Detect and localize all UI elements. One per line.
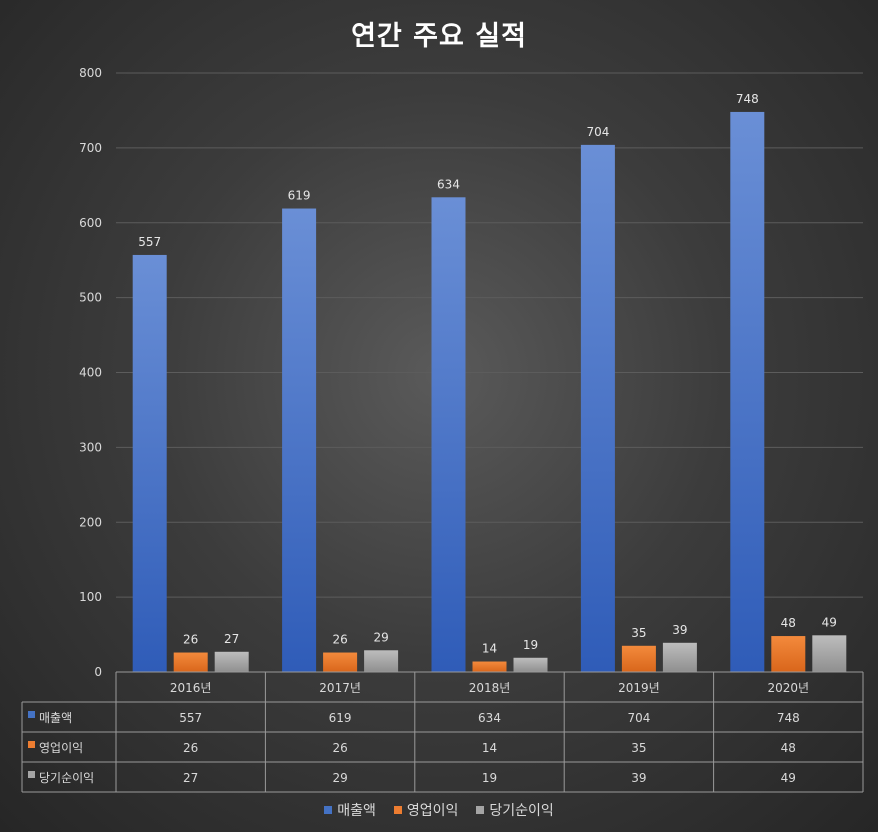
bar bbox=[282, 208, 317, 672]
legend-item: 영업이익 bbox=[393, 800, 459, 820]
table-cell: 27 bbox=[183, 771, 198, 785]
bar bbox=[323, 652, 358, 672]
table-cell: 26 bbox=[183, 741, 198, 755]
table-series-name: 당기순이익 bbox=[39, 771, 94, 785]
table-cell: 35 bbox=[631, 741, 646, 755]
x-tick-label: 2017년 bbox=[319, 681, 361, 695]
data-label: 634 bbox=[437, 177, 460, 191]
data-label: 49 bbox=[822, 615, 837, 629]
data-label: 619 bbox=[288, 189, 311, 203]
legend-swatch bbox=[476, 806, 485, 814]
table-legend-key bbox=[28, 771, 35, 778]
bar bbox=[132, 254, 167, 673]
data-label: 19 bbox=[523, 638, 538, 652]
bar bbox=[730, 111, 765, 672]
data-label: 26 bbox=[332, 633, 347, 647]
table-cell: 48 bbox=[781, 741, 796, 755]
bar bbox=[662, 642, 697, 672]
table-cell: 14 bbox=[482, 741, 497, 755]
x-tick-label: 2020년 bbox=[768, 681, 810, 695]
bar bbox=[173, 652, 208, 672]
table-cell: 557 bbox=[179, 711, 202, 725]
legend-swatch bbox=[393, 806, 402, 814]
legend-swatch bbox=[324, 806, 333, 814]
x-tick-label: 2019년 bbox=[618, 681, 660, 695]
table-cell: 634 bbox=[478, 711, 501, 725]
data-label: 27 bbox=[224, 632, 239, 646]
table-series-name: 매출액 bbox=[39, 711, 72, 725]
legend-item: 당기순이익 bbox=[476, 800, 554, 820]
y-tick-label: 800 bbox=[79, 66, 102, 80]
table-cell: 26 bbox=[332, 741, 347, 755]
y-tick-label: 100 bbox=[79, 590, 102, 604]
bar bbox=[812, 635, 847, 672]
table-cell: 39 bbox=[631, 771, 646, 785]
data-label: 48 bbox=[781, 616, 796, 630]
bar bbox=[580, 144, 615, 672]
table-cell: 19 bbox=[482, 771, 497, 785]
table-cell: 704 bbox=[627, 711, 650, 725]
bar bbox=[364, 650, 399, 672]
legend-label: 당기순이익 bbox=[489, 803, 554, 819]
legend: 매출액 영업이익 당기순이익 bbox=[0, 800, 878, 820]
chart-title: 연간 주요 실적 bbox=[351, 21, 527, 52]
y-tick-label: 600 bbox=[79, 216, 102, 230]
table-legend-key bbox=[28, 741, 35, 748]
data-label: 704 bbox=[586, 125, 609, 139]
table-series-name: 영업이익 bbox=[39, 741, 83, 755]
bar bbox=[214, 651, 249, 672]
y-tick-label: 200 bbox=[79, 515, 102, 529]
data-label: 29 bbox=[373, 630, 388, 644]
data-label: 35 bbox=[631, 626, 646, 640]
legend-label: 매출액 bbox=[337, 803, 376, 819]
bar bbox=[621, 645, 656, 672]
bar bbox=[472, 661, 507, 672]
x-tick-label: 2016년 bbox=[170, 681, 212, 695]
bar bbox=[513, 657, 548, 672]
bar-chart: 0 100 200 300 400 500 600 700 800 557 619 634 704 74… bbox=[21, 66, 864, 793]
y-tick-label: 400 bbox=[79, 366, 102, 380]
x-tick-label: 2018년 bbox=[469, 681, 511, 695]
y-tick-label: 0 bbox=[94, 665, 102, 679]
data-label: 26 bbox=[183, 633, 198, 647]
table-cell: 619 bbox=[329, 711, 352, 725]
table-cell: 49 bbox=[781, 771, 796, 785]
y-tick-label: 500 bbox=[79, 291, 102, 305]
bar bbox=[431, 197, 466, 673]
data-label: 39 bbox=[672, 623, 687, 637]
y-tick-label: 300 bbox=[79, 440, 102, 454]
table-cell: 29 bbox=[332, 771, 347, 785]
legend-item: 매출액 bbox=[324, 800, 376, 820]
table-cell: 748 bbox=[777, 711, 800, 725]
data-label: 14 bbox=[482, 642, 497, 656]
data-label: 557 bbox=[138, 235, 161, 249]
legend-label: 영업이익 bbox=[406, 803, 459, 819]
data-label: 748 bbox=[736, 92, 759, 106]
bar bbox=[771, 636, 806, 672]
table-legend-key bbox=[28, 711, 35, 718]
y-tick-label: 700 bbox=[79, 141, 102, 155]
